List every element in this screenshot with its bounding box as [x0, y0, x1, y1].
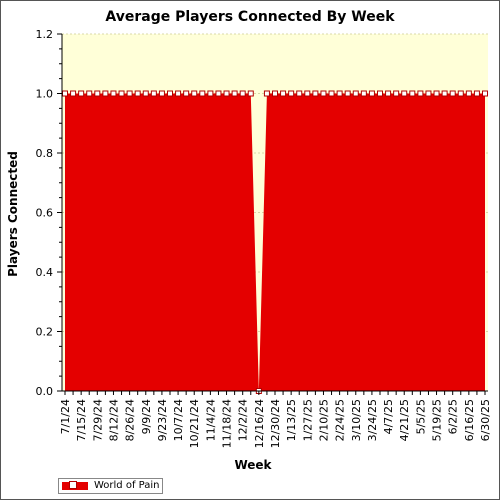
x-tick-label: 9/9/24: [140, 399, 153, 434]
data-point: [393, 90, 400, 97]
data-point: [167, 90, 173, 97]
x-tick-label: 3/24/25: [366, 399, 379, 441]
x-tick-label: 2/10/25: [317, 399, 330, 441]
y-tick-label: 0.2: [36, 326, 54, 339]
x-tick-label: 12/2/24: [237, 399, 250, 441]
data-point: [417, 90, 424, 97]
legend: World of Pain: [58, 478, 163, 494]
x-axis-title: Week: [234, 458, 272, 472]
data-point: [126, 90, 133, 97]
x-tick-label: 2/24/25: [334, 399, 347, 441]
data-point: [449, 90, 456, 97]
x-tick-label: 3/10/25: [350, 399, 363, 441]
data-point: [336, 90, 343, 97]
x-tick-label: 4/7/25: [382, 399, 395, 434]
y-tick-label: 0.8: [36, 147, 54, 160]
data-point: [134, 90, 141, 97]
data-point: [433, 90, 440, 97]
data-point: [409, 90, 416, 97]
data-point: [239, 90, 246, 97]
legend-marker: [69, 481, 77, 489]
data-point: [110, 90, 117, 97]
data-point: [344, 90, 351, 97]
x-tick-label: 11/18/24: [221, 399, 234, 448]
x-tick-label: 8/12/24: [107, 399, 120, 441]
data-point: [328, 90, 335, 97]
data-point: [473, 90, 480, 97]
x-tick-label: 4/21/25: [398, 399, 411, 441]
data-point: [223, 90, 230, 97]
data-point: [352, 90, 359, 97]
data-point: [175, 90, 182, 97]
y-tick-label: 1.0: [36, 88, 54, 101]
data-point: [457, 90, 464, 97]
legend-label: World of Pain: [94, 480, 160, 491]
x-tick-label: 1/27/25: [301, 399, 314, 441]
x-tick-label: 7/15/24: [75, 399, 88, 441]
data-point: [102, 90, 109, 97]
data-point: [425, 90, 432, 97]
data-point: [360, 90, 367, 97]
data-point: [320, 90, 327, 97]
data-point: [118, 90, 125, 97]
data-point: [231, 90, 238, 97]
data-point: [78, 90, 85, 97]
data-point: [94, 90, 101, 97]
data-point: [296, 90, 303, 97]
data-point: [215, 90, 222, 97]
x-tick-label: 8/26/24: [124, 399, 137, 441]
data-point: [482, 90, 488, 97]
x-tick-label: 7/29/24: [91, 399, 104, 441]
x-tick-label: 5/5/25: [414, 399, 427, 434]
x-tick-label: 9/23/24: [156, 399, 169, 441]
data-point: [86, 90, 93, 97]
x-tick-label: 5/19/25: [431, 399, 444, 441]
data-point: [401, 90, 408, 97]
data-point: [312, 90, 319, 97]
data-point: [441, 90, 448, 97]
data-point: [385, 90, 392, 97]
data-point: [183, 90, 190, 97]
series-area: [65, 93, 485, 391]
data-point: [142, 90, 149, 97]
data-point: [62, 90, 68, 97]
data-point: [247, 90, 254, 97]
data-point: [150, 90, 157, 97]
data-point: [158, 90, 165, 97]
data-point: [263, 90, 270, 97]
data-point: [377, 90, 383, 97]
y-tick-label: 0.0: [36, 385, 54, 398]
data-point: [280, 90, 287, 97]
y-tick-label: 0.4: [36, 266, 54, 279]
x-tick-label: 10/7/24: [172, 399, 185, 441]
x-tick-label: 11/4/24: [204, 399, 217, 441]
y-axis-title: Players Connected: [6, 151, 20, 277]
x-tick-label: 12/16/24: [253, 399, 266, 448]
y-tick-label: 0.6: [36, 207, 54, 220]
data-point: [191, 90, 198, 97]
x-tick-label: 6/16/25: [463, 399, 476, 441]
x-tick-label: 6/2/25: [447, 399, 460, 434]
x-tick-label: 6/30/25: [479, 399, 492, 441]
x-tick-label: 1/13/25: [285, 399, 298, 441]
data-point: [70, 90, 77, 97]
y-tick-label: 1.2: [36, 28, 54, 41]
data-point: [199, 90, 206, 97]
x-tick-label: 12/30/24: [269, 399, 282, 448]
data-point: [272, 90, 278, 97]
data-point: [207, 90, 214, 97]
data-point: [304, 90, 311, 97]
x-tick-label: 7/1/24: [59, 399, 72, 434]
data-point: [465, 90, 472, 97]
chart-title: Average Players Connected By Week: [105, 9, 395, 25]
x-tick-label: 10/21/24: [188, 399, 201, 448]
data-point: [368, 90, 375, 97]
data-point: [288, 90, 295, 97]
